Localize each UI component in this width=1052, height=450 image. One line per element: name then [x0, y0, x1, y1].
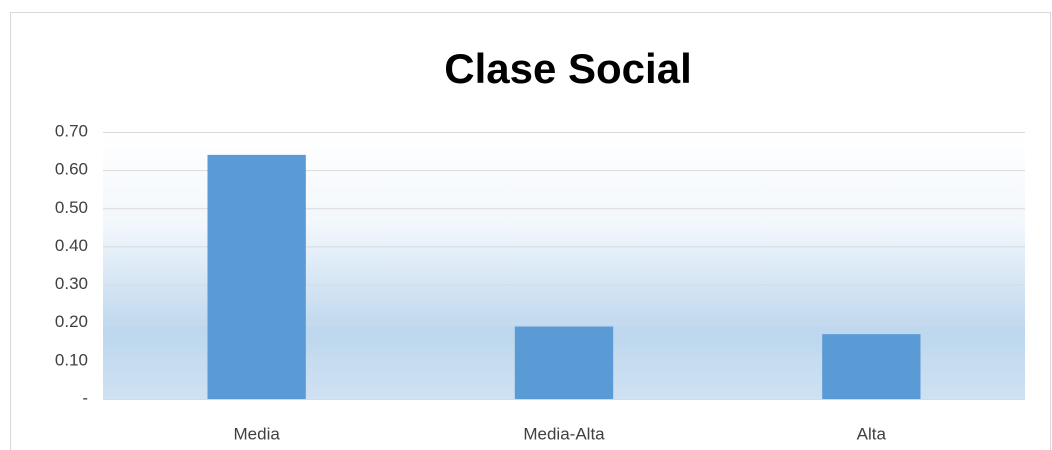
bar — [822, 334, 921, 399]
y-tick-label: - — [82, 388, 88, 407]
x-tick-label: Media — [234, 424, 281, 443]
x-tick-label: Alta — [857, 424, 887, 443]
y-tick-label: 0.70 — [55, 121, 88, 140]
chart-title: Clase Social — [444, 45, 691, 92]
y-tick-label: 0.20 — [55, 312, 88, 331]
bar — [514, 326, 614, 399]
y-tick-label: 0.50 — [55, 198, 88, 217]
y-tick-label: 0.40 — [55, 236, 88, 255]
y-tick-label: 0.60 — [55, 160, 88, 179]
y-tick-label: 0.10 — [55, 350, 88, 369]
y-tick-label: 0.30 — [55, 274, 88, 293]
x-tick-label: Media-Alta — [523, 424, 605, 443]
bar — [207, 154, 306, 399]
